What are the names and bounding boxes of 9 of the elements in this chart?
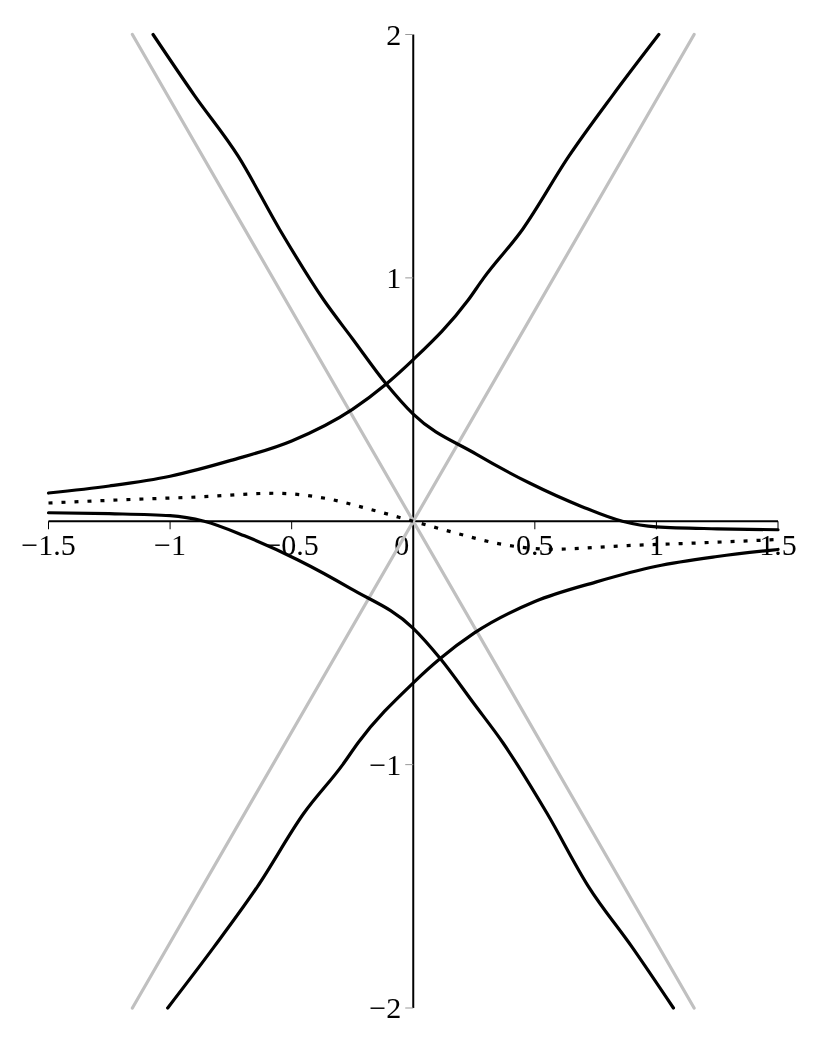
y-tick-label: 1	[386, 260, 402, 294]
x-tick-label: 0.5	[516, 528, 554, 562]
x-tick-label: −1.5	[21, 528, 76, 562]
x-tick-label: 1.5	[759, 528, 797, 562]
y-tick-label: 2	[386, 17, 402, 51]
y-tick-label: −1	[369, 747, 402, 781]
y-tick-label: −2	[369, 991, 402, 1024]
x-tick-label: 1	[648, 528, 664, 562]
x-tick-label: −1	[154, 528, 187, 562]
